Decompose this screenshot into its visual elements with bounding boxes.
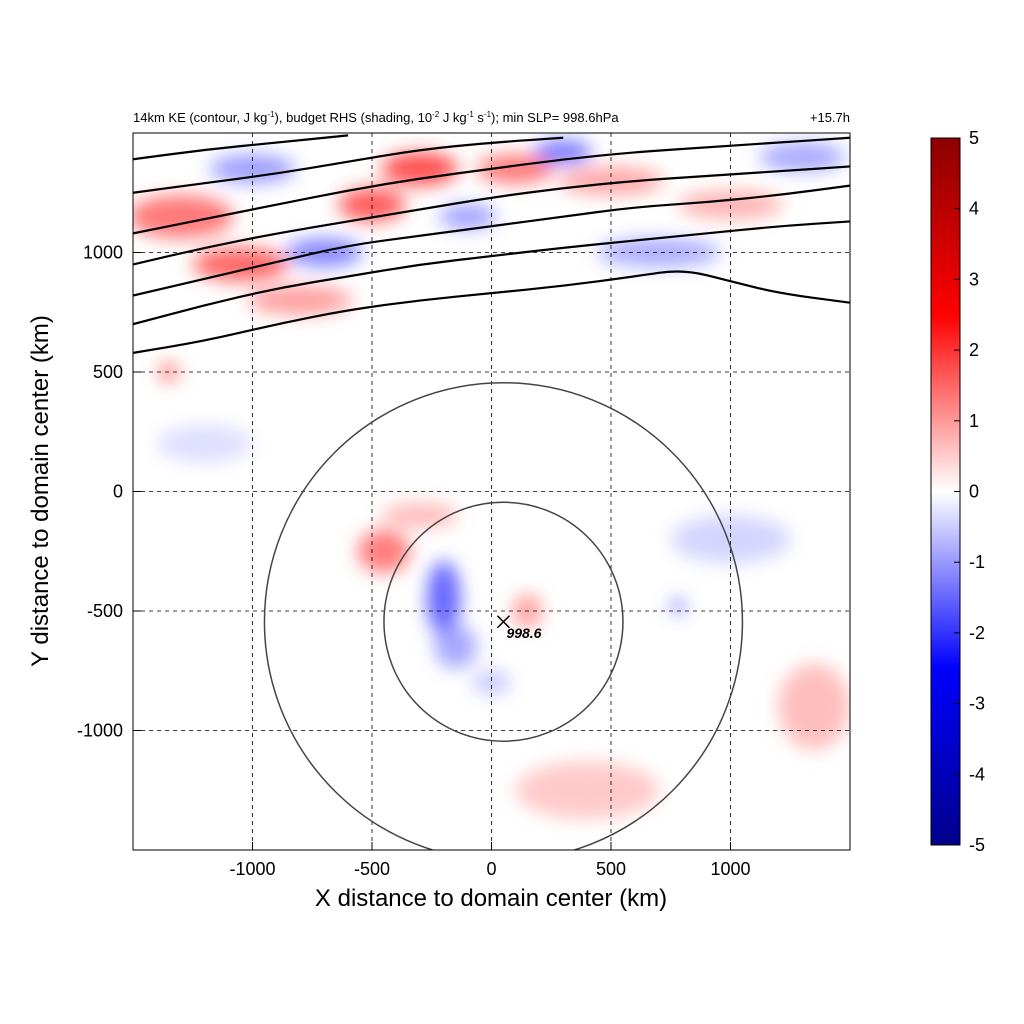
ke-contour [133,165,850,266]
y-tick-label: -1000 [77,721,123,741]
y-tick-label: -500 [87,601,123,621]
ke-contour [133,270,850,354]
shading-layer [133,140,850,819]
y-tick-label: 500 [93,362,123,382]
shading-blob [381,503,459,528]
shading-blob [192,247,289,282]
x-tick-label: 0 [486,859,496,879]
shading-blob [477,154,554,184]
colorbar-tick-label: -2 [969,623,985,643]
ke-contour-layer [133,134,850,354]
colorbar-ticks: 5 4 3 2 1 0 -1 -2 -3 -4 -5 [954,128,985,855]
x-tick-label: 1000 [710,859,750,879]
range-rings [263,382,744,850]
x-axis-title: X distance to domain center (km) [315,885,667,912]
y-axis-title: Y distance to domain center (km) [27,315,54,667]
shading-blob [558,166,664,196]
shading-blob [357,529,411,573]
y-tick-label: 0 [113,482,123,502]
min-slp-label: 998.6 [506,625,541,641]
shading-blob [338,187,406,222]
shading-blob [381,152,459,186]
ke-contour [133,184,850,297]
shading-blob [438,204,497,229]
range-ring [383,501,624,743]
x-axis-ticks: -1000 -500 0 500 1000 [229,842,751,879]
shading-blob [670,599,686,614]
shading-blob [426,560,461,638]
colorbar-tick-label: 3 [969,269,979,289]
chart-title: 14km KE (contour, J kg-1), budget RHS (s… [133,110,619,125]
shading-blob [472,670,511,695]
colorbar-tick-label: 2 [969,340,979,360]
shading-blob [434,625,478,669]
x-tick-label: -1000 [229,859,275,879]
ke-contour [133,134,349,161]
storm-x-mark [496,615,510,629]
ke-contour [133,136,850,235]
colorbar-tick-label: 1 [969,411,979,431]
ke-contour [133,136,564,194]
storm-center-marker: 998.6 [496,615,542,641]
shading-blob [759,142,846,172]
x-tick-label: 500 [596,859,626,879]
shading-blob [596,238,721,267]
x-tick-label: -500 [354,859,390,879]
y-tick-label: 1000 [83,243,123,263]
shading-blob [515,761,659,819]
shading-blob [670,515,791,564]
colorbar-tick-label: -4 [969,764,985,784]
colorbar-tick-label: -5 [969,835,985,855]
y-axis-ticks: -1000 -500 0 500 1000 [77,243,141,741]
ke-contour [133,220,850,326]
colorbar-tick-label: -1 [969,552,985,572]
colorbar-tick-label: 0 [969,482,979,502]
colorbar-tick-label: -3 [969,694,985,714]
range-ring [263,382,744,850]
shading-blob [247,285,353,315]
colorbar-tick-label: 5 [969,128,979,148]
time-label: +15.7h [810,110,850,125]
shading-blob [285,238,363,267]
shading-blob [778,663,850,750]
colorbar-tick-label: 4 [969,199,979,219]
shading-blob [156,424,253,463]
